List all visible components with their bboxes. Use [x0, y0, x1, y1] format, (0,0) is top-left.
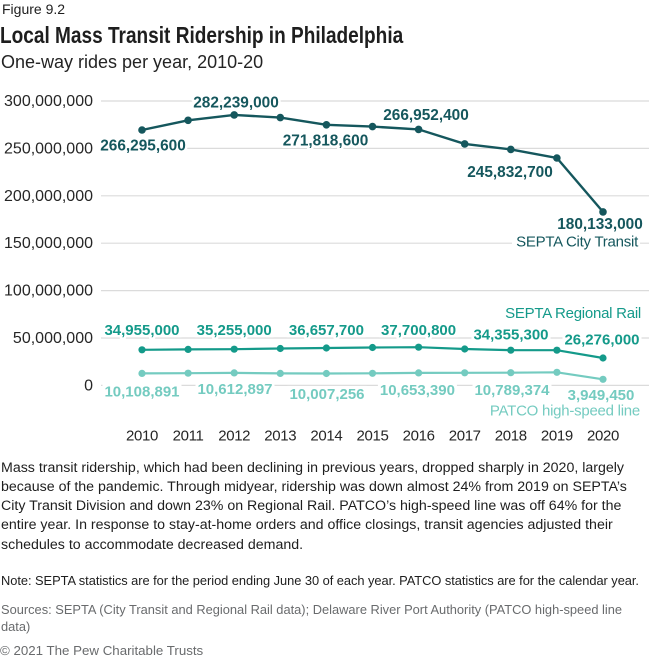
svg-text:266,952,400: 266,952,400: [383, 107, 469, 124]
svg-text:35,255,000: 35,255,000: [197, 322, 272, 339]
svg-text:10,108,891: 10,108,891: [104, 384, 179, 401]
svg-text:34,955,000: 34,955,000: [104, 322, 179, 339]
svg-text:10,007,256: 10,007,256: [289, 386, 364, 403]
svg-text:266,295,600: 266,295,600: [100, 137, 186, 154]
svg-text:10,653,390: 10,653,390: [380, 382, 455, 399]
svg-text:282,239,000: 282,239,000: [193, 95, 279, 112]
svg-text:50,000,000: 50,000,000: [13, 330, 93, 347]
svg-text:2011: 2011: [173, 428, 204, 445]
svg-text:34,355,300: 34,355,300: [473, 326, 548, 343]
svg-text:250,000,000: 250,000,000: [4, 140, 93, 157]
svg-text:2020: 2020: [587, 428, 619, 445]
svg-text:PATCO high-speed line: PATCO high-speed line: [490, 403, 640, 420]
svg-text:3,949,450: 3,949,450: [568, 387, 635, 404]
svg-text:10,789,374: 10,789,374: [474, 382, 550, 399]
svg-text:245,832,700: 245,832,700: [467, 164, 553, 181]
svg-text:0: 0: [84, 377, 93, 394]
svg-text:100,000,000: 100,000,000: [4, 283, 93, 300]
svg-text:2012: 2012: [218, 428, 250, 445]
svg-text:SEPTA Regional Rail: SEPTA Regional Rail: [505, 305, 641, 322]
svg-text:2013: 2013: [264, 428, 296, 445]
svg-text:300,000,000: 300,000,000: [4, 93, 93, 110]
svg-text:271,818,600: 271,818,600: [283, 133, 369, 150]
svg-text:10,612,897: 10,612,897: [197, 381, 272, 398]
svg-text:2010: 2010: [126, 428, 158, 445]
svg-text:180,133,000: 180,133,000: [557, 216, 643, 233]
svg-text:2016: 2016: [403, 428, 435, 445]
svg-text:2019: 2019: [541, 428, 573, 445]
svg-text:2014: 2014: [310, 428, 342, 445]
svg-text:37,700,800: 37,700,800: [381, 322, 456, 339]
svg-text:2018: 2018: [495, 428, 527, 445]
svg-text:36,657,700: 36,657,700: [289, 322, 364, 339]
svg-text:2015: 2015: [357, 428, 389, 445]
svg-text:2017: 2017: [449, 428, 481, 445]
svg-text:26,276,000: 26,276,000: [564, 332, 639, 349]
svg-text:200,000,000: 200,000,000: [4, 188, 93, 205]
svg-text:150,000,000: 150,000,000: [4, 235, 93, 252]
svg-text:SEPTA City Transit: SEPTA City Transit: [516, 234, 639, 251]
